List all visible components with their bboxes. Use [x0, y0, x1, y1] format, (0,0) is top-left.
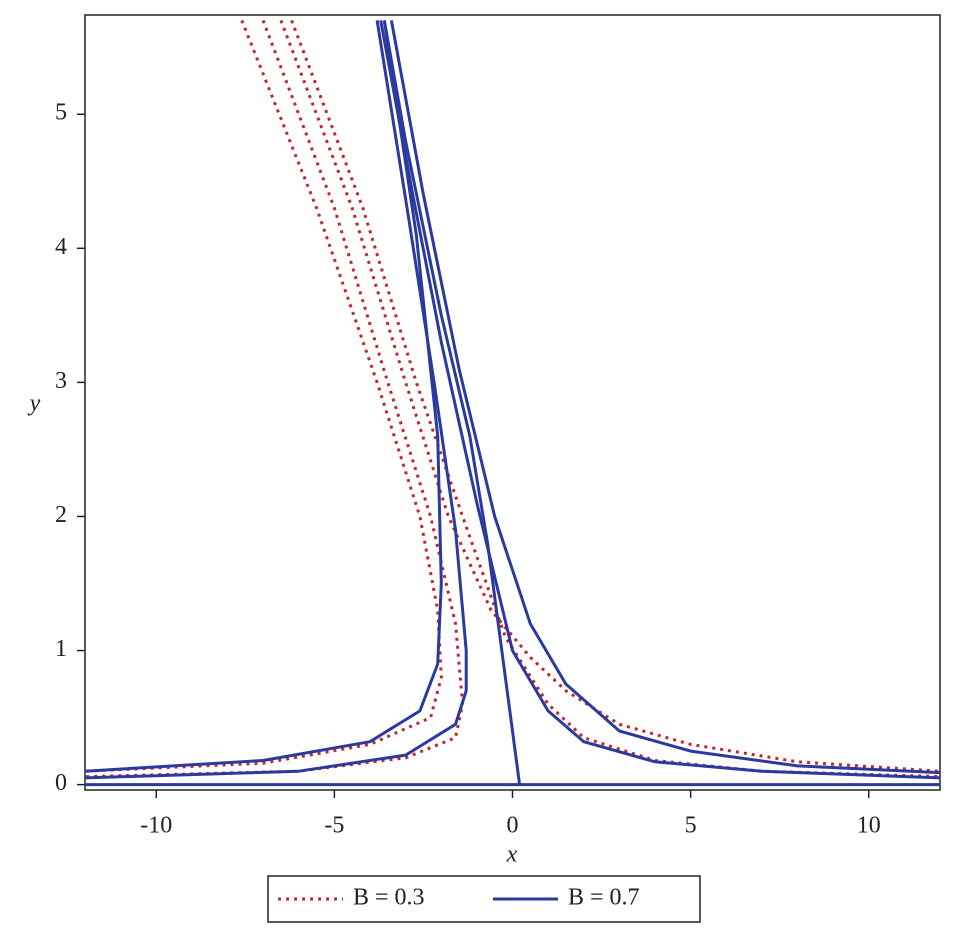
curve [389, 20, 940, 775]
curve [85, 20, 468, 780]
y-tick-label: 4 [55, 234, 67, 260]
x-tick-label: -5 [324, 813, 344, 839]
legend-box [267, 875, 701, 923]
legend-label: B = 0.3 [353, 885, 425, 911]
y-tick-label: 5 [55, 100, 67, 126]
x-tick-label: 10 [857, 813, 881, 839]
curve [279, 19, 940, 773]
curve [85, 20, 443, 773]
plot-frame [84, 14, 941, 791]
y-tick-label: 2 [55, 502, 67, 528]
x-tick-label: 5 [685, 813, 697, 839]
curve [290, 19, 940, 779]
curve [85, 19, 465, 779]
curve [382, 20, 522, 785]
curves [85, 19, 940, 787]
legend-label: B = 0.7 [568, 885, 640, 911]
y-tick-label: 0 [55, 770, 67, 796]
x-tick-label: 0 [507, 813, 519, 839]
y-axis-label: y [28, 391, 41, 417]
x-axis-label: x [506, 842, 518, 868]
curve [85, 19, 443, 773]
y-tick-label: 1 [55, 636, 67, 662]
x-tick-label: -10 [140, 813, 172, 839]
legend: B = 0.3 B = 0.7 [278, 885, 640, 911]
curve [379, 20, 940, 780]
y-tick-label: 3 [55, 368, 67, 394]
